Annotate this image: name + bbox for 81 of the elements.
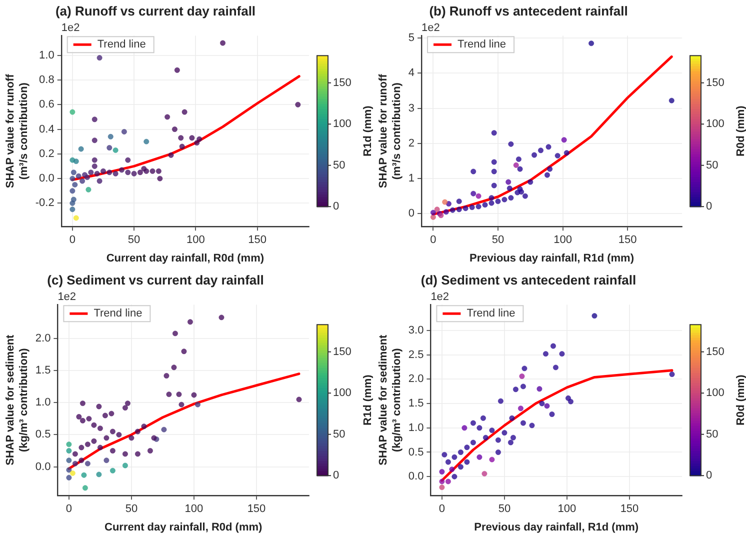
legend-label: Trend line — [466, 308, 516, 320]
y-tick-label: 0.4 — [39, 123, 54, 136]
color-bar-label: 0 — [706, 200, 712, 213]
color-bar-title: R1d (mm) — [362, 105, 374, 156]
x-tick-label: 100 — [558, 503, 576, 516]
color-bar-label: 50 — [333, 159, 346, 172]
y-tick-label: 0.0 — [35, 460, 51, 473]
x-tick-label: 100 — [184, 503, 204, 516]
x-tick-label: 0 — [69, 234, 76, 246]
y-tick-label: 0.5 — [408, 446, 424, 458]
y-tick-label: 0.5 — [35, 428, 51, 441]
y-tick-label: -0.2 — [35, 197, 54, 210]
y-tick-label: 3 — [408, 102, 415, 114]
y-tick-label: 2.5 — [408, 348, 424, 361]
x-tick-label: 100 — [554, 234, 572, 246]
y-tick-label: 0.0 — [408, 470, 424, 483]
y-tick-label: 3.0 — [408, 324, 424, 336]
text: 1e2 — [58, 291, 76, 304]
x-axis-title: Previous day rainfall, R1d (mm) — [470, 252, 634, 264]
x-tick-label: 150 — [620, 503, 639, 516]
x-tick-label: 0 — [66, 503, 72, 516]
color-bar-label: 150 — [706, 76, 724, 89]
y-tick-label: 2 — [408, 137, 415, 150]
y-tick-label: 0.2 — [39, 148, 54, 160]
x-tick-label: 150 — [618, 234, 637, 246]
color-bar-label: 50 — [333, 428, 346, 440]
x-tick-label: 50 — [492, 234, 504, 246]
color-bar-label: 100 — [706, 387, 724, 400]
y-axis-title: SHAP value for sediment (kg/m³ contribution) — [378, 334, 403, 466]
color-bar-label: 150 — [333, 76, 352, 89]
color-bar-label: 0 — [333, 470, 340, 482]
x-axis-title: Current day rainfall, R0d (mm) — [104, 521, 263, 534]
y-axis-title: SHAP value for sediment (kg/m³ contribution) — [4, 334, 30, 466]
legend-label: Trend line — [94, 308, 142, 320]
text: 1e2 — [430, 291, 450, 304]
y-tick-label: 1 — [408, 172, 415, 185]
color-bar-title: R0d (mm) — [735, 105, 746, 156]
x-tick-label: 50 — [498, 503, 511, 516]
x-tick-label: 50 — [125, 503, 138, 516]
y-tick-label: 1.0 — [408, 422, 424, 434]
y-axis-title: SHAP value for runoff (m³/s contribution) — [4, 74, 30, 188]
y-tick-label: 0 — [408, 208, 415, 220]
x-tick-label: 50 — [128, 234, 140, 246]
legend-label: Trend line — [458, 38, 506, 51]
legend-label: Trend line — [97, 38, 146, 51]
x-tick-label: 150 — [248, 234, 266, 246]
chart-title: (c) Sediment vs current day rainfall — [47, 272, 264, 288]
y-tick-label: 1.0 — [35, 396, 51, 409]
color-bar-label: 50 — [706, 159, 718, 172]
x-axis-title: Previous day rainfall, R1d (mm) — [474, 521, 639, 534]
x-tick-label: 0 — [430, 234, 436, 246]
x-axis-title: Current day rainfall, R0d (mm) — [106, 252, 264, 264]
color-bar-label: 100 — [706, 118, 724, 130]
color-bar-title: R0d (mm) — [735, 374, 746, 426]
chart-title: (d) Sediment vs antecedent rainfall — [420, 272, 636, 288]
color-bar-label: 100 — [333, 118, 352, 130]
y-tick-label: 2.0 — [35, 332, 51, 345]
y-tick-label: 1.0 — [39, 49, 54, 62]
chart-title: (b) Runoff vs antecedent rainfall — [429, 3, 628, 18]
color-bar-title: R1d (mm) — [362, 374, 374, 426]
y-tick-label: 0.8 — [39, 74, 54, 86]
y-axis-title: SHAP value for runoff (m³/s contribution) — [378, 74, 403, 188]
color-bar-label: 100 — [333, 387, 352, 400]
color-bar-label: 50 — [706, 428, 718, 440]
x-tick-label: 0 — [438, 503, 446, 516]
y-tick-label: 4 — [408, 67, 415, 80]
text: 1e2 — [61, 22, 80, 34]
y-tick-label: 2.0 — [408, 373, 424, 386]
color-bar-label: 0 — [706, 470, 712, 482]
color-bar-label: 0 — [333, 200, 340, 213]
y-tick-label: 0.6 — [39, 98, 54, 111]
color-bar-label: 150 — [706, 346, 724, 358]
y-tick-label: 5 — [408, 32, 415, 44]
y-tick-label: 1.5 — [35, 364, 51, 377]
x-tick-label: 150 — [247, 503, 266, 516]
color-bar-label: 150 — [333, 346, 352, 358]
chart-title: (a) Runoff vs current day rainfall — [55, 3, 256, 18]
x-tick-label: 100 — [186, 234, 205, 246]
text: 1e2 — [422, 22, 440, 34]
y-tick-label: 1.5 — [408, 398, 424, 410]
y-tick-label: 0.0 — [39, 172, 54, 185]
